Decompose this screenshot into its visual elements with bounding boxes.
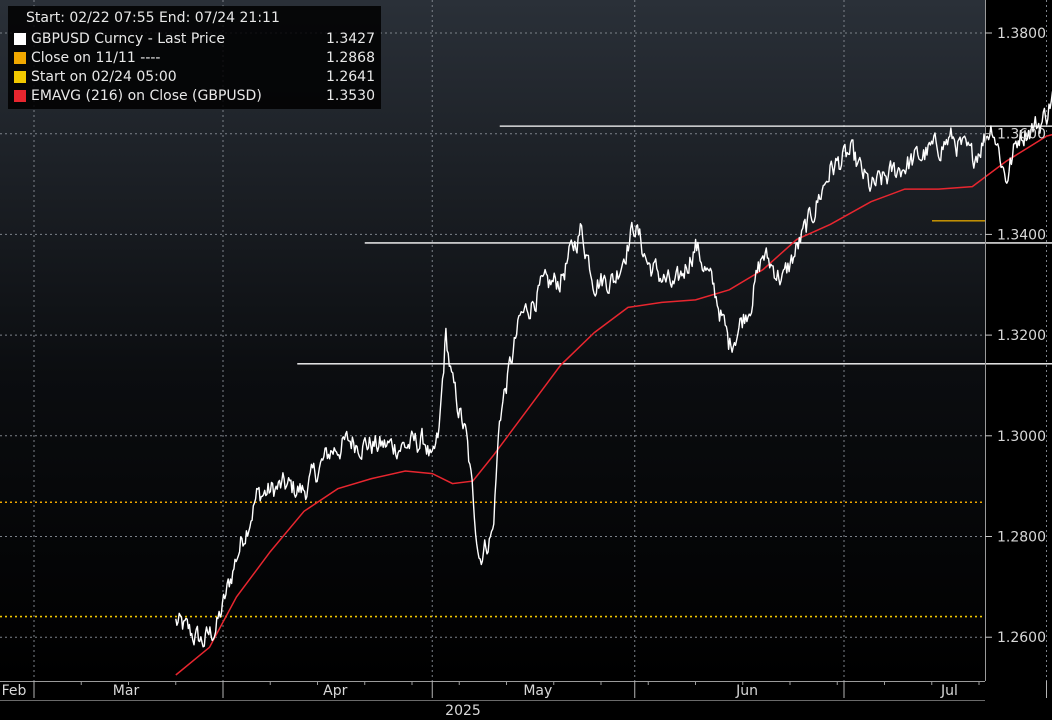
- legend-value: 1.3530: [326, 87, 375, 104]
- series-ema-line: [175, 133, 1052, 676]
- legend-value: 1.2868: [326, 49, 375, 66]
- y-axis-background: [985, 0, 1052, 720]
- grid: [0, 0, 1047, 681]
- x-year-label: 2025: [445, 703, 481, 719]
- x-tick-label: Mar: [113, 683, 140, 699]
- legend-value: 1.3427: [326, 30, 375, 47]
- x-tick-label: Jul: [940, 683, 958, 699]
- x-tick-label: Jun: [735, 683, 758, 699]
- legend-entry-start: Start on 02/24 05:00 1.2641: [14, 67, 375, 86]
- legend: Start: 02/22 07:55 End: 07/24 21:11 GBPU…: [8, 6, 381, 109]
- plot-background: [0, 0, 985, 681]
- legend-swatch-ema: [14, 89, 26, 102]
- legend-label: Start on 02/24 05:00: [31, 68, 177, 85]
- y-tick-label: 1.3600: [997, 127, 1046, 143]
- legend-swatch-close: [14, 51, 26, 64]
- x-axis: Feb Mar Apr May Jun Jul 2025: [0, 681, 1047, 719]
- y-tick-label: 1.3400: [997, 227, 1046, 243]
- x-tick-label: May: [523, 683, 552, 699]
- y-tick-label: 1.3200: [997, 328, 1046, 344]
- legend-swatch-price: [14, 32, 26, 45]
- y-axis: 1.3800 1.3600 1.3400 1.3200 1.3000 1.2800 1.26…: [932, 0, 1046, 681]
- legend-value: 1.2641: [326, 68, 375, 85]
- legend-entry-price: GBPUSD Curncy - Last Price 1.3427: [14, 29, 375, 48]
- x-tick-label: Apr: [323, 683, 347, 699]
- y-tick-label: 1.3800: [997, 26, 1046, 42]
- reference-lines: [0, 501, 985, 618]
- series-group: [175, 90, 1052, 676]
- x-tick-label: Feb: [2, 683, 27, 699]
- y-tick-label: 1.2600: [997, 630, 1046, 646]
- legend-entry-ema: EMAVG (216) on Close (GBPUSD) 1.3530: [14, 86, 375, 105]
- legend-label: GBPUSD Curncy - Last Price: [31, 30, 225, 47]
- y-tick-label: 1.2800: [997, 530, 1046, 546]
- legend-label: Close on 11/11 ----: [31, 49, 161, 66]
- legend-header: Start: 02/22 07:55 End: 07/24 21:11: [26, 10, 280, 26]
- legend-entry-close: Close on 11/11 ---- 1.2868: [14, 48, 375, 67]
- support-resistance-lines: [297, 125, 1052, 365]
- series-price-line: [175, 90, 1052, 648]
- y-tick-label: 1.3000: [997, 429, 1046, 445]
- legend-swatch-start: [14, 70, 26, 83]
- legend-label: EMAVG (216) on Close (GBPUSD): [31, 87, 262, 104]
